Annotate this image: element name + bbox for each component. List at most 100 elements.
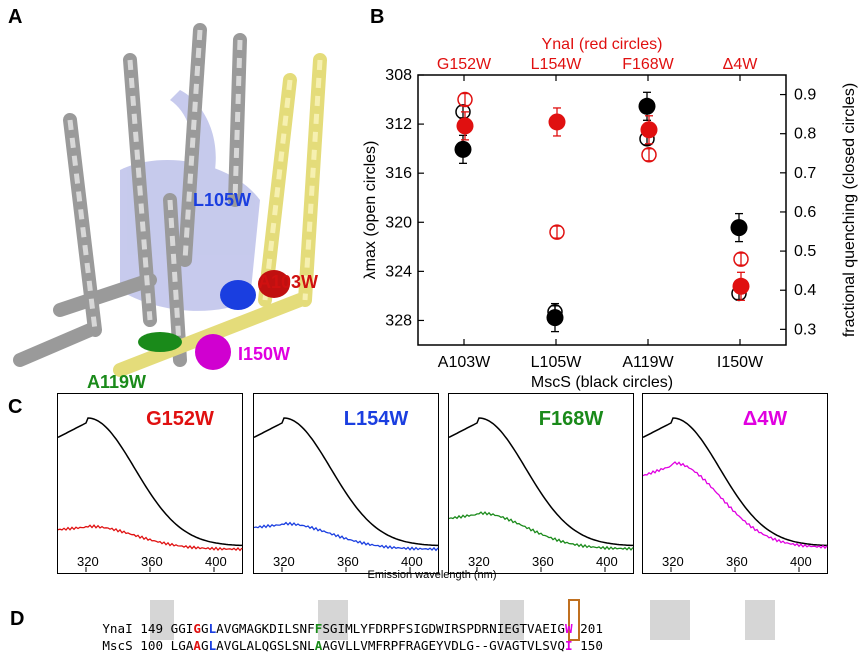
spectrum-panel: L154W (253, 393, 439, 574)
spectrum-tick-label: 320 (468, 554, 490, 569)
x-top-category-label: G152W (437, 56, 492, 73)
spectrum-title: G152W (146, 408, 214, 430)
ynai-open-point (733, 251, 749, 267)
spectrum-plot (254, 417, 439, 572)
left-tick-label: 324 (385, 263, 412, 280)
ynai-open-point (549, 224, 565, 240)
row-sequence: GGIGGLAVGMAGKDILSNFFSGIMLYFDRPFSIGDWIRSP… (171, 621, 573, 636)
left-tick-label: 320 (385, 214, 412, 231)
spectrum-title: F168W (538, 408, 604, 430)
right-tick-label: 0.9 (794, 87, 816, 104)
spectrum-tick-label: 360 (141, 554, 163, 569)
right-tick-label: 0.4 (794, 282, 816, 299)
bottom-axis-title: MscS (black circles) (531, 374, 673, 391)
label-a103w: A103W (258, 272, 319, 292)
spectrum-title: Δ4W (742, 408, 788, 430)
spectrum-tick-label: 400 (205, 554, 227, 569)
mscs-closed-point (546, 309, 564, 327)
sequence-segment: L (208, 621, 217, 636)
left-tick-label: 328 (385, 312, 412, 329)
panel-a: A (0, 0, 360, 410)
left-tick-label: 312 (385, 116, 412, 133)
sequence-segment: GGI (170, 621, 194, 636)
reference-spectrum (643, 417, 827, 547)
x-category-label: A103W (438, 354, 491, 371)
mscs-closed-point (638, 97, 656, 115)
right-tick-label: 0.6 (794, 204, 816, 221)
ynai-closed-point (640, 121, 658, 139)
label-i150w: I150W (238, 344, 291, 364)
reference-spectrum (449, 417, 633, 547)
sequence-segment: AVGLALQGSLSNL (216, 638, 315, 653)
x-category-label: L105W (531, 354, 583, 371)
right-axis-title: fractional quenching (closed circles) (841, 83, 858, 337)
sequence-segment: G (193, 621, 201, 636)
spectrum-tick-label: 360 (532, 554, 554, 569)
sequence-segment: F (314, 621, 323, 636)
protein-structure-image (13, 23, 327, 377)
spectrum-tick-label: 360 (337, 554, 359, 569)
sequence-segment: G (200, 638, 209, 653)
right-tick-label: 0.8 (794, 126, 816, 143)
ynai-closed-point (732, 277, 750, 295)
sequence-segment: G (200, 621, 209, 636)
left-axis-title: λmax (open circles) (362, 141, 379, 280)
alignment-row-ynai: YnaI 149 GGIGGLAVGMAGKDILSNFFSGIMLYFDRPF… (72, 606, 603, 651)
row-end: 150 (580, 638, 603, 653)
spectrum-tick-label: 400 (596, 554, 618, 569)
plot-frame (417, 74, 787, 346)
mutant-spectrum (254, 521, 439, 552)
panel-d-letter: D (10, 608, 25, 630)
spectrum-tick-label: 360 (726, 554, 748, 569)
mutant-spectrum (643, 461, 828, 550)
reference-spectrum (254, 417, 438, 547)
left-tick-label: 308 (385, 67, 412, 84)
spectrum-tick-label: 320 (662, 554, 684, 569)
row-end: 201 (580, 621, 603, 636)
sequence-segment: AVGMAGKDILSNF (216, 621, 315, 636)
sequence-segment: SGIMLYFDRPFSIGDWIRSPDRNIEGTVAEIG (322, 621, 565, 636)
sequence-segment: AGVLLVMFRPFRAGEYVDLG--GVAGTVLSVQ (322, 638, 565, 653)
spectrum-panel: F168W (448, 393, 634, 574)
reference-spectrum (58, 417, 242, 547)
label-l105w: L105W (193, 190, 252, 210)
top-axis-title: YnaI (red circles) (542, 36, 663, 53)
panel-d: D YnaI 149 GGIGGLAVGMAGKDILSNFFSGIMLYFDR… (0, 598, 864, 653)
left-tick-label: 316 (385, 165, 412, 182)
alignment-highlights (150, 599, 775, 641)
sequence-segment: A (193, 638, 201, 653)
ynai-closed-point (548, 113, 566, 131)
quenching-chart: 308 312 316 320 324 328 0.9 0.8 0.7 0.6 0.5 0.4 0.3 A… (362, 36, 858, 391)
emission-axis-label: Emission wavelength (nm) (367, 569, 497, 581)
x-top-category-label: L154W (531, 56, 583, 73)
x-top-category-label: Δ4W (723, 56, 759, 73)
row-sequence: LGAAGLAVGLALQGSLSNLAAGVLLVMFRPFRAGEYVDLG… (171, 638, 573, 653)
spectrum-panel: Δ4W (642, 393, 828, 574)
mscs-closed-point (454, 140, 472, 158)
sequence-segment: W (564, 621, 573, 636)
right-tick-label: 0.3 (794, 321, 816, 338)
label-a119w: A119W (87, 372, 147, 392)
right-tick-label: 0.5 (794, 243, 816, 260)
row-start: 149 (140, 621, 164, 636)
panel-c-letter: C (8, 396, 23, 418)
spectrum-title: L154W (343, 408, 409, 430)
spectrum-plot (58, 417, 243, 572)
spectrum-tick-label: 320 (77, 554, 99, 569)
spectrum-panel: G152W (57, 393, 243, 574)
spectrum-plot (449, 417, 634, 572)
spectrum-tick-label: 400 (401, 554, 423, 569)
row-name: YnaI (102, 621, 133, 636)
row-start: 100 (140, 638, 164, 653)
mutant-spectrum (449, 511, 634, 551)
ynai-closed-point (456, 117, 474, 135)
panel-b-letter: B (370, 6, 385, 28)
ynai-open-point (457, 91, 473, 108)
x-category-label: I150W (717, 354, 764, 371)
spectrum-plot (643, 417, 828, 572)
row-name: MscS (102, 638, 133, 653)
alignment-row-mscs: MscS 100 LGAAGLAVGLALQGSLSNLAAGVLLVMFRPF… (72, 623, 603, 668)
spectrum-tick-label: 320 (273, 554, 295, 569)
spectrum-tick-label: 400 (790, 554, 812, 569)
x-category-label: A119W (622, 354, 674, 371)
